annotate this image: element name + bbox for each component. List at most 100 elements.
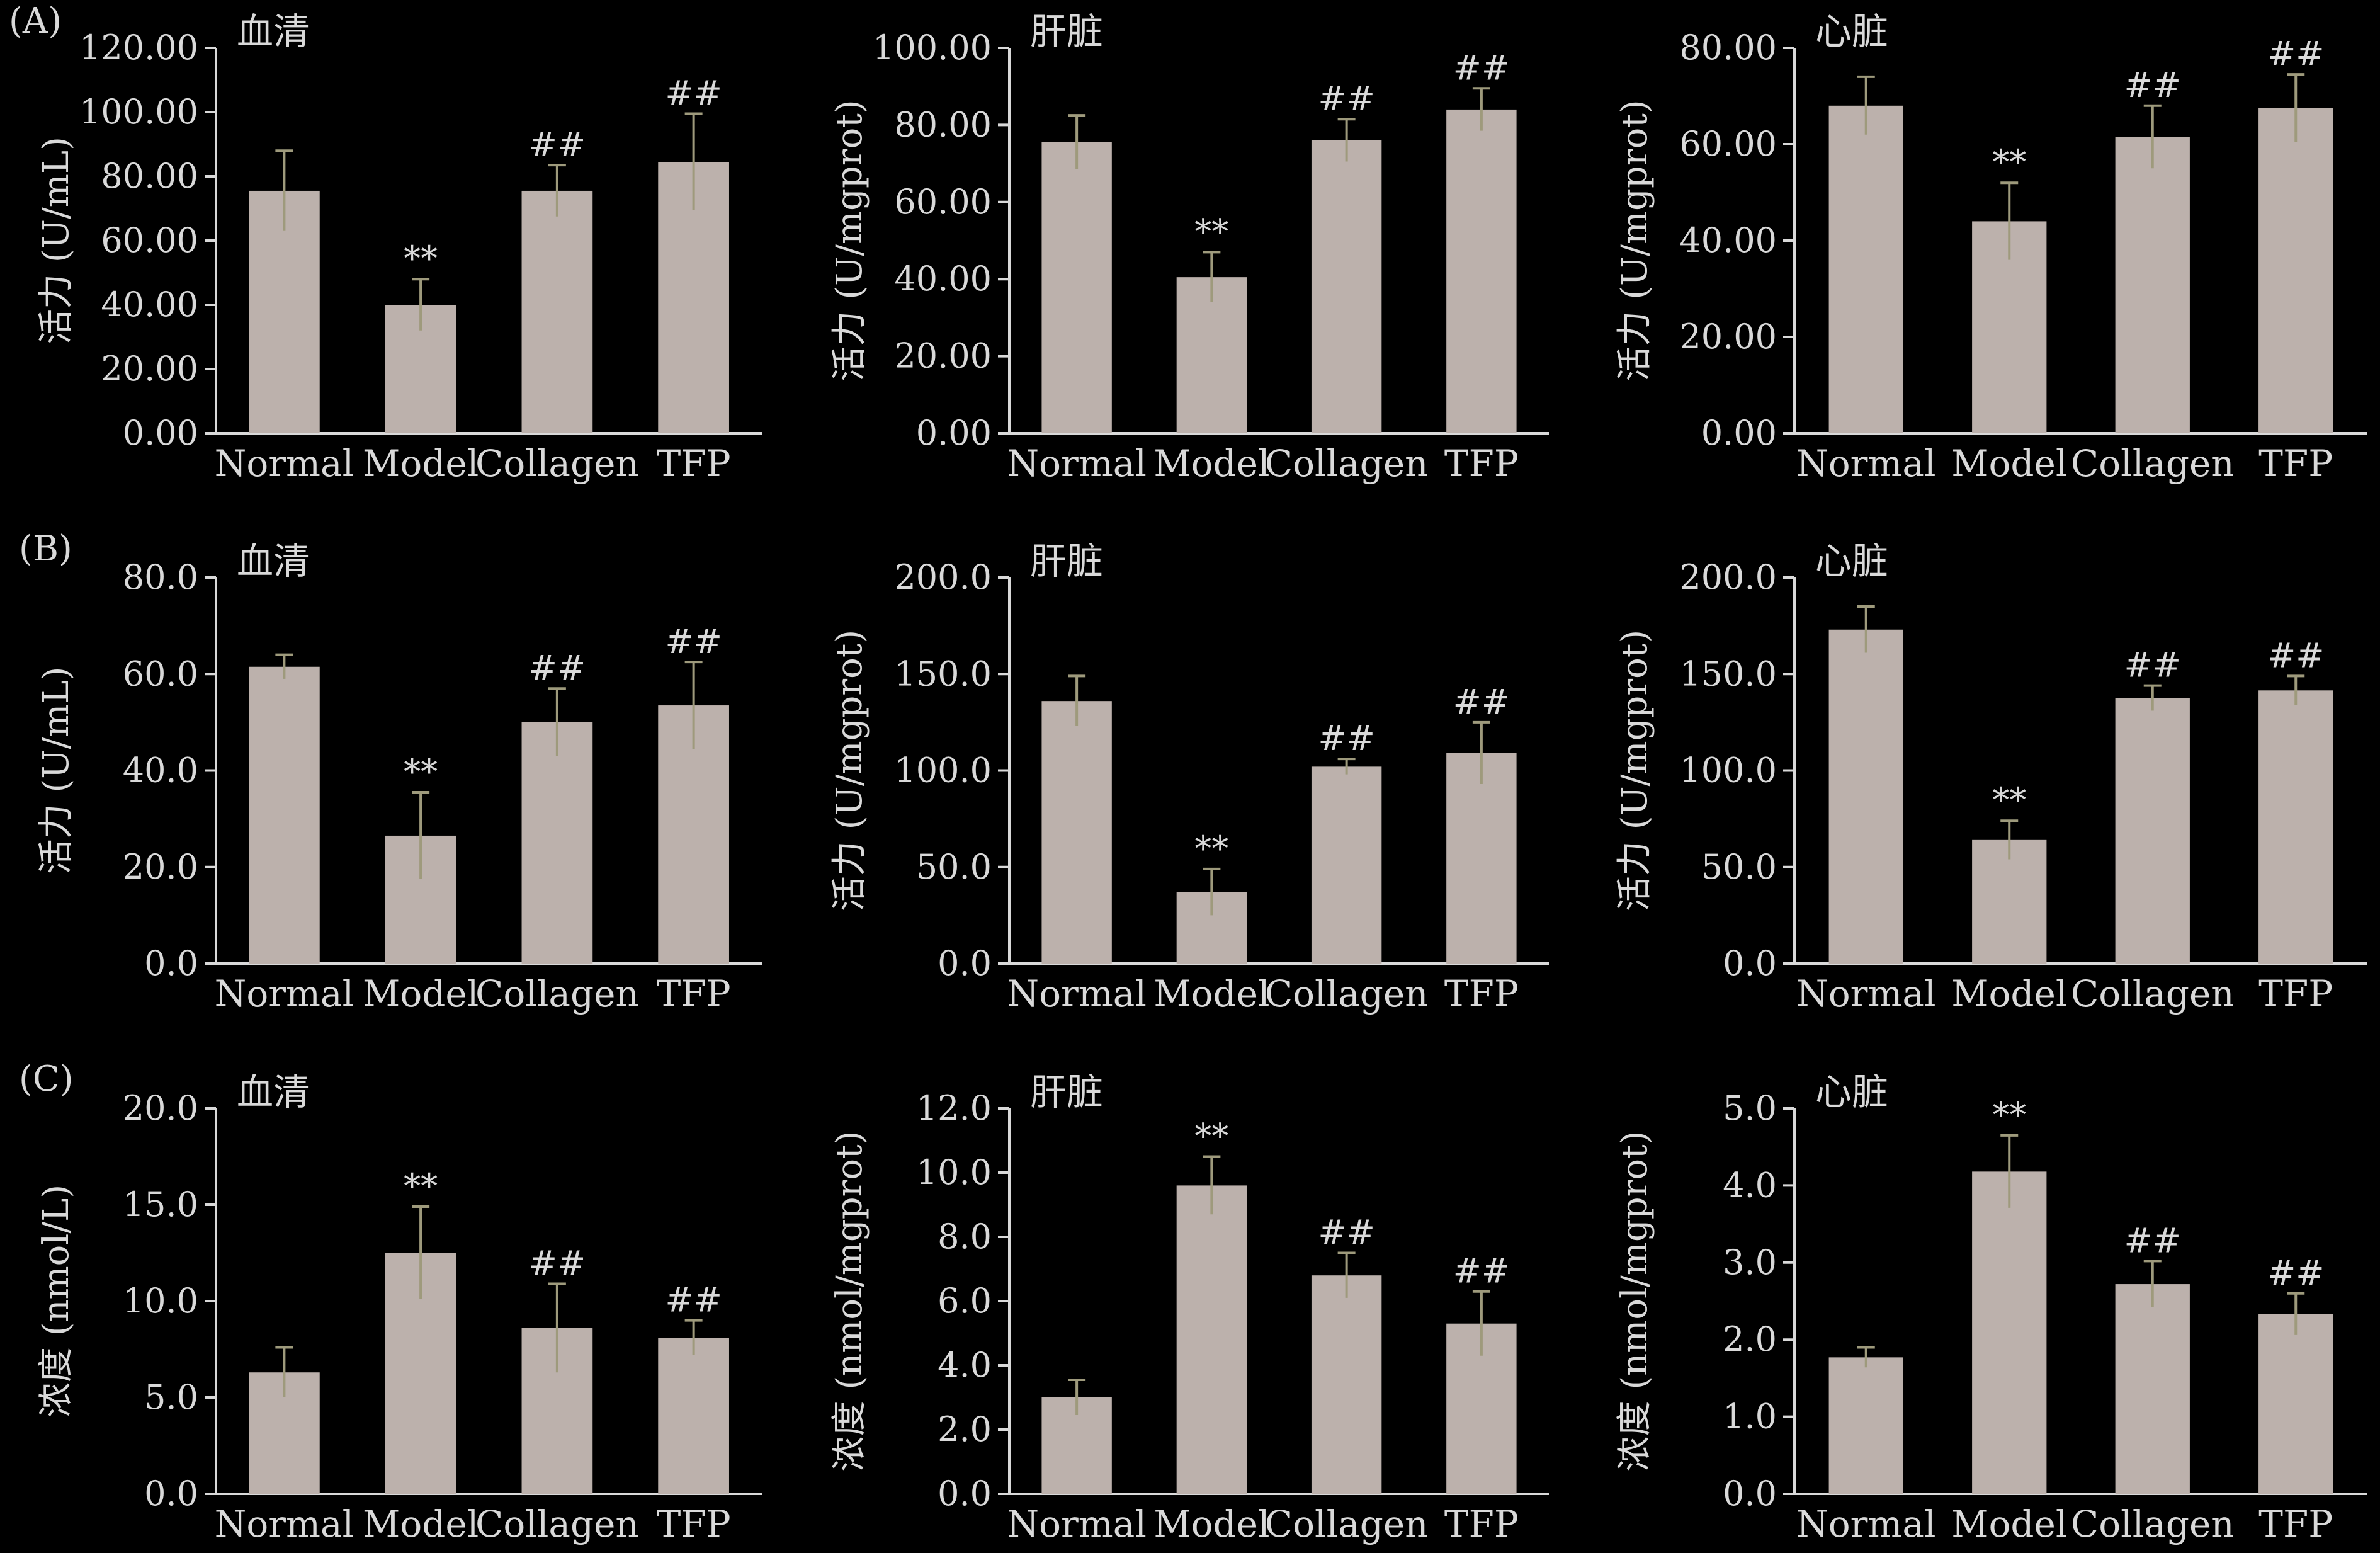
significance-mark-model: ** bbox=[1992, 780, 2026, 820]
x-tick-label-normal: Normal bbox=[1007, 442, 1147, 485]
significance-mark-tfp: ## bbox=[2267, 1253, 2325, 1293]
x-tick-label-model: Model bbox=[363, 1503, 479, 1545]
y-tick-label: 20.00 bbox=[101, 349, 198, 389]
bar-tfp bbox=[2258, 108, 2333, 433]
x-tick-label-normal: Normal bbox=[1796, 442, 1936, 485]
bar-normal bbox=[249, 190, 320, 433]
y-tick-label: 0.0 bbox=[144, 943, 198, 983]
y-tick-label: 100.0 bbox=[1679, 751, 1777, 790]
bar-normal bbox=[1828, 1357, 1903, 1494]
x-tick-label-tfp: TFP bbox=[657, 972, 731, 1015]
significance-mark-model: ** bbox=[404, 1166, 438, 1206]
x-tick-label-normal: Normal bbox=[215, 1503, 354, 1545]
x-tick-label-normal: Normal bbox=[215, 442, 354, 485]
x-tick-label-normal: Normal bbox=[215, 972, 354, 1015]
significance-mark-tfp: ## bbox=[2267, 34, 2325, 74]
chart-title: 心脏 bbox=[1815, 540, 1888, 583]
x-tick-label-collagen: Collagen bbox=[475, 442, 639, 485]
bar-tfp bbox=[2258, 690, 2333, 964]
x-tick-label-tfp: TFP bbox=[2258, 1503, 2333, 1545]
y-tick-label: 5.0 bbox=[1723, 1088, 1777, 1128]
y-tick-label: 20.0 bbox=[123, 1088, 198, 1128]
y-tick-label: 60.00 bbox=[894, 182, 992, 222]
y-axis-label: 活力 (U/mL) bbox=[36, 667, 77, 875]
y-axis-label: 活力 (U/mL) bbox=[36, 137, 77, 344]
y-tick-label: 50.0 bbox=[1701, 847, 1777, 887]
y-axis-label: 活力 (U/mgprot) bbox=[1614, 100, 1655, 381]
significance-mark-tfp: ## bbox=[665, 622, 722, 661]
bar-tfp bbox=[2258, 1314, 2333, 1494]
y-tick-label: 120.00 bbox=[79, 28, 198, 67]
significance-mark-tfp: ## bbox=[665, 74, 722, 113]
x-tick-label-normal: Normal bbox=[1796, 972, 1936, 1015]
y-tick-label: 200.0 bbox=[894, 557, 992, 597]
x-tick-label-collagen: Collagen bbox=[2071, 442, 2235, 485]
x-tick-label-model: Model bbox=[363, 442, 479, 485]
y-axis-label: 活力 (U/mgprot) bbox=[829, 100, 870, 381]
row-label-c: (C) bbox=[19, 1059, 74, 1100]
y-tick-label: 80.00 bbox=[101, 156, 198, 196]
significance-mark-tfp: ## bbox=[1453, 1251, 1510, 1291]
chart-title: 肝脏 bbox=[1030, 540, 1103, 583]
y-tick-label: 0.00 bbox=[123, 413, 198, 453]
y-tick-label: 80.0 bbox=[123, 557, 198, 597]
y-tick-label: 50.0 bbox=[916, 847, 992, 887]
y-tick-label: 40.00 bbox=[1679, 220, 1777, 260]
x-tick-label-tfp: TFP bbox=[1444, 442, 1519, 485]
significance-mark-model: ** bbox=[404, 752, 438, 792]
significance-mark-model: ** bbox=[1194, 829, 1228, 868]
y-tick-label: 5.0 bbox=[144, 1377, 198, 1417]
y-tick-label: 15.0 bbox=[123, 1185, 198, 1224]
significance-mark-tfp: ## bbox=[1453, 682, 1510, 722]
y-tick-label: 3.0 bbox=[1723, 1243, 1777, 1282]
x-tick-label-tfp: TFP bbox=[2258, 972, 2333, 1015]
bar-normal bbox=[1041, 701, 1112, 964]
y-tick-label: 0.0 bbox=[144, 1474, 198, 1513]
y-tick-label: 0.00 bbox=[1701, 413, 1777, 453]
x-tick-label-model: Model bbox=[1951, 442, 2067, 485]
bar-collagen bbox=[2115, 1284, 2190, 1494]
y-tick-label: 4.0 bbox=[1723, 1165, 1777, 1205]
x-tick-label-tfp: TFP bbox=[657, 1503, 731, 1545]
significance-mark-collagen: ## bbox=[1318, 79, 1375, 118]
significance-mark-model: ** bbox=[404, 239, 438, 278]
significance-mark-model: ** bbox=[1992, 142, 2026, 182]
x-tick-label-normal: Normal bbox=[1007, 1503, 1147, 1545]
bar-normal bbox=[1828, 629, 1903, 964]
y-tick-label: 150.0 bbox=[1679, 654, 1777, 693]
x-tick-label-tfp: TFP bbox=[1444, 972, 1519, 1015]
y-tick-label: 10.0 bbox=[123, 1281, 198, 1321]
significance-mark-tfp: ## bbox=[2267, 635, 2325, 675]
y-tick-label: 100.00 bbox=[79, 92, 198, 132]
bar-normal bbox=[1041, 142, 1112, 433]
x-tick-label-tfp: TFP bbox=[2258, 442, 2333, 485]
x-tick-label-collagen: Collagen bbox=[1265, 442, 1429, 485]
chart-title: 心脏 bbox=[1815, 1071, 1888, 1113]
x-tick-label-tfp: TFP bbox=[657, 442, 731, 485]
y-tick-label: 2.0 bbox=[938, 1409, 992, 1449]
bar-collagen bbox=[521, 722, 593, 964]
y-tick-label: 40.00 bbox=[101, 285, 198, 324]
bar-model bbox=[1972, 1171, 2047, 1494]
bar-collagen bbox=[2115, 137, 2190, 433]
bar-model bbox=[1176, 277, 1247, 433]
x-tick-label-tfp: TFP bbox=[1444, 1503, 1519, 1545]
chart-title: 肝脏 bbox=[1030, 10, 1103, 53]
bar-collagen bbox=[1311, 766, 1382, 964]
chart-title: 肝脏 bbox=[1030, 1071, 1103, 1113]
x-tick-label-collagen: Collagen bbox=[475, 972, 639, 1015]
significance-mark-collagen: ## bbox=[2124, 1220, 2182, 1260]
y-tick-label: 40.0 bbox=[123, 751, 198, 790]
y-tick-label: 80.00 bbox=[894, 105, 992, 144]
y-tick-label: 20.00 bbox=[1679, 317, 1777, 356]
y-tick-label: 0.0 bbox=[1723, 943, 1777, 983]
y-tick-label: 1.0 bbox=[1723, 1397, 1777, 1436]
